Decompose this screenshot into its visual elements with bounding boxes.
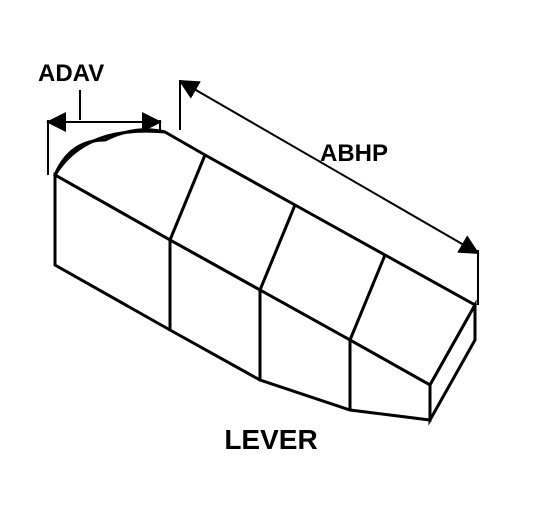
- diagram-title: LEVER: [224, 424, 317, 456]
- lever-body: [55, 130, 475, 420]
- abhp-label: ABHP: [320, 140, 388, 168]
- lever-diagram: ADAV ABHP LEVER: [0, 0, 542, 514]
- adav-label: ADAV: [38, 60, 104, 88]
